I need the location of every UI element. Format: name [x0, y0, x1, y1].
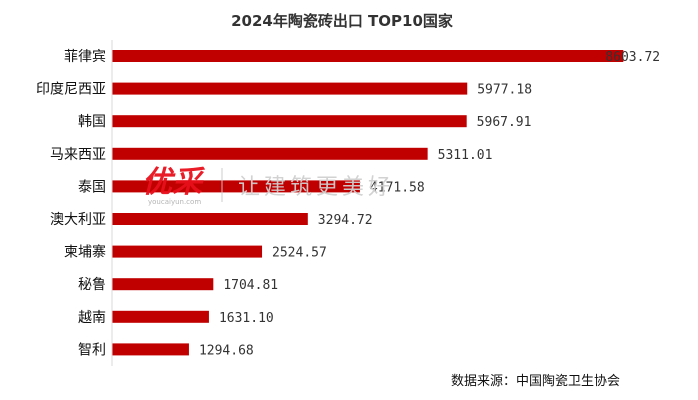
- watermark-slogan: 让建筑更美好: [238, 175, 394, 200]
- value-labels: 8603.72 5977.18 5967.91 5311.01 4171.58 3294.…: [199, 50, 660, 358]
- category-label: 菲律宾: [64, 49, 106, 65]
- value-label: 1704.81: [223, 278, 278, 293]
- watermark-url: youcaiyun.com: [148, 198, 201, 206]
- category-label: 澳大利亚: [50, 212, 106, 228]
- bar-8: [112, 310, 209, 323]
- value-label: 1631.10: [219, 311, 274, 326]
- source-note: 数据来源：中国陶瓷卫生协会: [451, 373, 620, 389]
- value-label: 8603.72: [605, 50, 660, 65]
- value-label: 4171.58: [370, 180, 425, 195]
- value-label: 3294.72: [318, 213, 373, 228]
- category-label: 韩国: [78, 114, 106, 130]
- category-label: 马来西亚: [50, 147, 106, 163]
- category-label: 柬埔寨: [64, 244, 106, 261]
- value-label: 5977.18: [477, 83, 532, 98]
- category-label: 泰国: [78, 179, 106, 195]
- bar-2: [112, 115, 467, 128]
- watermark-logo: 优采: [142, 165, 206, 200]
- bar-7: [112, 278, 214, 291]
- bar-0: [112, 50, 624, 62]
- bars-group: [112, 50, 624, 356]
- chart-title: 2024年陶瓷砖出口 TOP10国家: [231, 12, 453, 30]
- bar-4: [112, 180, 360, 193]
- watermark: 优采 youcaiyun.com 让建筑更美好: [142, 165, 394, 206]
- category-label: 印度尼西亚: [36, 82, 106, 98]
- category-label: 智利: [78, 342, 106, 358]
- bar-9: [112, 343, 189, 356]
- bar-3: [112, 147, 428, 160]
- category-label: 越南: [78, 310, 106, 326]
- bar-1: [112, 82, 468, 95]
- value-label: 5967.91: [477, 115, 532, 130]
- category-label: 秘鲁: [78, 277, 106, 293]
- value-label: 1294.68: [199, 343, 254, 358]
- bar-6: [112, 245, 263, 258]
- value-label: 5311.01: [438, 148, 493, 163]
- bar-5: [112, 213, 308, 225]
- value-label: 2524.57: [272, 246, 327, 261]
